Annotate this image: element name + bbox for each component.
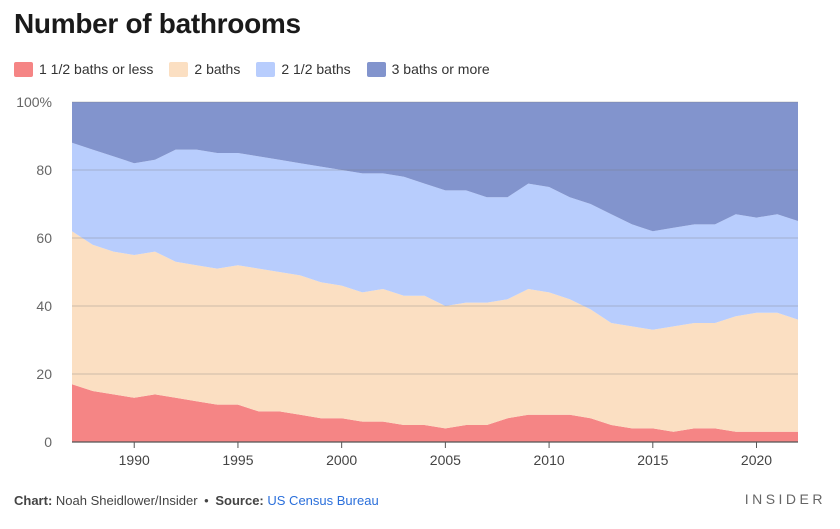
chart-credit-label: Chart: (14, 493, 53, 508)
source-link[interactable]: US Census Bureau (267, 493, 379, 508)
y-tick-label: 0 (44, 434, 52, 450)
x-tick-label: 2020 (741, 452, 772, 468)
area-series-1 (72, 384, 798, 442)
area-series-3 (72, 142, 798, 330)
x-axis-ticks: 1990 1995 2000 2005 2010 2015 2020 (119, 442, 772, 468)
legend-swatch (366, 61, 386, 77)
legend-label: 2 baths (194, 61, 241, 77)
area-series-2 (72, 231, 798, 432)
credit-separator: • (204, 493, 209, 508)
x-tick-label: 1995 (222, 452, 253, 468)
area-layers (72, 102, 798, 442)
area-series-4 (72, 102, 798, 232)
x-tick-label: 2005 (430, 452, 461, 468)
x-tick-label: 2010 (534, 452, 565, 468)
stacked-area-chart: 0 20 40 60 80 100% 1990 1995 2000 2005 2010 2015 20… (16, 94, 798, 468)
x-tick-label: 2015 (637, 452, 668, 468)
legend-label: 3 baths or more (391, 61, 490, 77)
legend-item-1-half-baths-or-less: 1 1/2 baths or less (14, 61, 153, 77)
legend: 1 1/2 baths or less 2 baths 2 1/2 baths … (14, 61, 506, 77)
legend-swatch (256, 61, 276, 77)
legend-item-3-baths-or-more: 3 baths or more (366, 61, 490, 77)
legend-label: 1 1/2 baths or less (39, 61, 154, 77)
chart-credits: Chart: Noah Sheidlower/Insider • Source:… (14, 493, 379, 508)
gridlines (72, 101, 798, 443)
source-label: Source: (215, 493, 264, 508)
legend-label: 2 1/2 baths (281, 61, 351, 77)
y-tick-label: 60 (36, 230, 52, 246)
y-tick-label: 40 (36, 298, 52, 314)
x-tick-label: 2000 (326, 452, 357, 468)
x-tick-label: 1990 (119, 452, 150, 468)
legend-swatch (169, 61, 189, 77)
legend-swatch (14, 61, 33, 77)
y-tick-label: 20 (36, 366, 52, 382)
y-axis-ticks: 0 20 40 60 80 100% (16, 94, 52, 450)
legend-item-2-baths: 2 baths (169, 61, 240, 77)
legend-item-2-half-baths: 2 1/2 baths (256, 61, 351, 77)
y-tick-label: 100% (16, 94, 52, 110)
chart-title: Number of bathrooms (14, 8, 301, 39)
chart-author: Noah Sheidlower/Insider (55, 493, 198, 508)
insider-logo: INSIDER (744, 491, 826, 507)
y-tick-label: 80 (36, 162, 52, 178)
